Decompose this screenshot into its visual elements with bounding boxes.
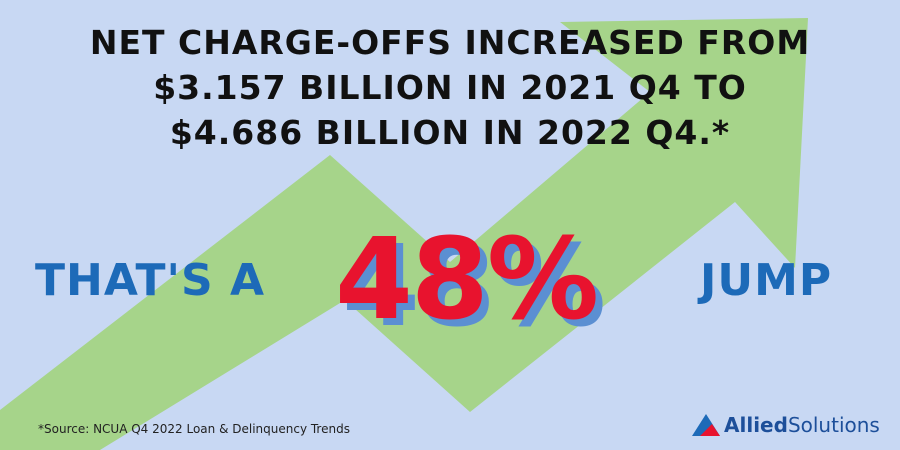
callout-figure: 48% (335, 215, 599, 345)
callout-prefix: THAT'S A (35, 255, 266, 306)
callout-suffix: JUMP (700, 255, 833, 306)
headline: NET CHARGE-OFFS INCREASED FROM $3.157 BI… (0, 20, 900, 155)
growth-arrow (0, 18, 808, 450)
headline-line: NET CHARGE-OFFS INCREASED FROM (89, 23, 811, 62)
footnote: *Source: NCUA Q4 2022 Loan & Delinquency… (38, 422, 350, 436)
logo-brand: Allied (724, 413, 788, 437)
logo: Allied Solutions (690, 412, 880, 438)
headline-line: $3.157 BILLION IN 2021 Q4 TO (153, 68, 747, 107)
logo-mark (692, 414, 720, 436)
headline-line: $4.686 BILLION IN 2022 Q4.* (169, 113, 731, 152)
logo-product: Solutions (787, 413, 880, 437)
